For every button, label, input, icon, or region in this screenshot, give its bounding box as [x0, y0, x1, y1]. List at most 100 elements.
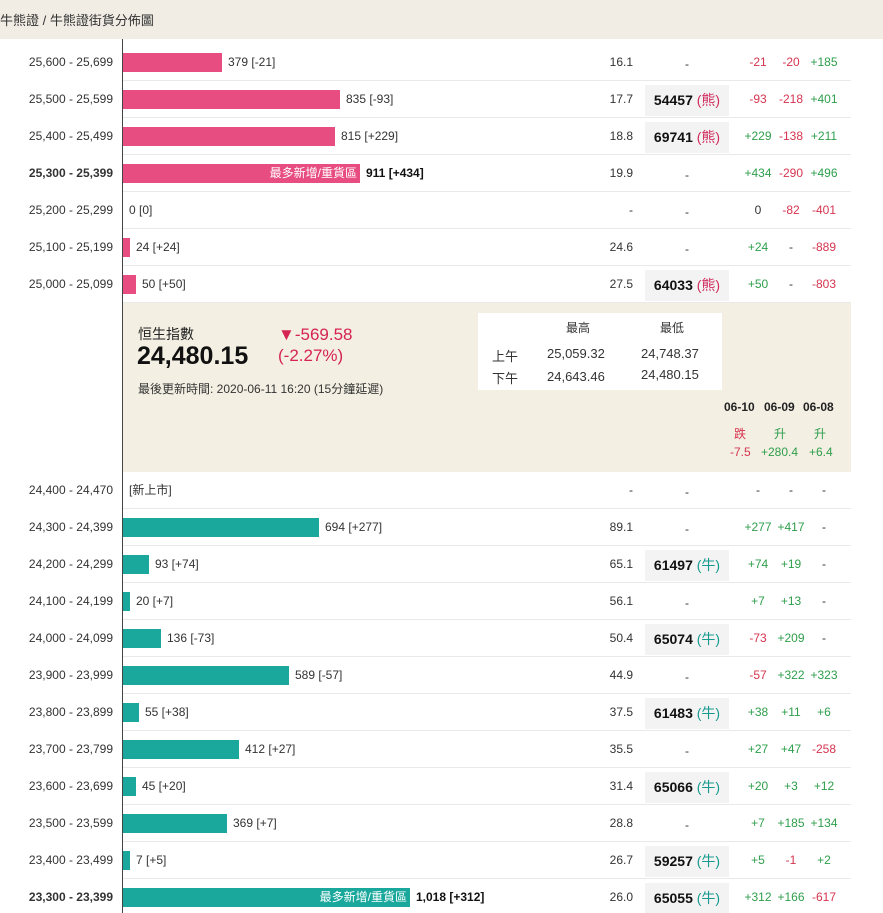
warrant-code-number[interactable]: 61497: [653, 557, 693, 573]
strike-range: 25,200 - 25,299: [28, 203, 113, 217]
warrant-type: (牛): [696, 705, 721, 721]
daily-change: -803: [811, 277, 837, 291]
warrant-code[interactable]: 59257 (牛): [645, 846, 729, 877]
outstanding-quantity: 369 [+7]: [233, 816, 277, 830]
heavy-zone-tag: 最多新增/重貨區: [319, 890, 407, 904]
strike-range: 25,100 - 25,199: [28, 240, 113, 254]
am-high: 25,059.32: [547, 346, 605, 361]
quantity-bar: [123, 703, 139, 722]
ratio-value: 26.0: [609, 890, 633, 904]
quantity-bar: 最多新增/重貨區: [123, 164, 360, 183]
daily-change: -: [789, 483, 793, 497]
daily-change: +211: [810, 129, 838, 143]
daily-change: +12: [813, 779, 835, 793]
warrant-code-empty: -: [685, 522, 689, 536]
daily-change: -82: [782, 203, 800, 217]
warrant-code: -: [645, 513, 729, 544]
warrant-code-number[interactable]: 61483: [653, 705, 693, 721]
warrant-code[interactable]: 69741 (熊): [645, 122, 729, 153]
daily-change: -889: [811, 240, 837, 254]
warrant-code: -: [645, 661, 729, 692]
daily-change: -20: [782, 55, 800, 69]
warrant-code-number[interactable]: 65055: [653, 890, 693, 906]
quantity-bar: [123, 238, 130, 257]
daily-change: -: [822, 483, 826, 497]
warrant-code-number[interactable]: 54457: [653, 92, 693, 108]
quantity-bar: [123, 53, 222, 72]
strike-range: 24,000 - 24,099: [28, 631, 113, 645]
quantity-bar: [123, 814, 227, 833]
warrant-code[interactable]: 65055 (牛): [645, 883, 729, 913]
warrant-code[interactable]: 54457 (熊): [645, 85, 729, 116]
daily-change: +3: [784, 779, 798, 793]
daily-change: +2: [817, 853, 831, 867]
strike-range: 24,200 - 24,299: [28, 557, 113, 571]
warrant-code-number[interactable]: 65066: [653, 779, 693, 795]
warrant-code-number[interactable]: 65074: [653, 631, 693, 647]
pm-label: 下午: [492, 371, 519, 386]
high-header: 最高: [566, 321, 591, 335]
daily-change: -258: [811, 742, 837, 756]
daily-change: +229: [744, 129, 772, 143]
warrant-code[interactable]: 65074 (牛): [645, 624, 729, 655]
quantity-bar: [123, 629, 161, 648]
row-separator: [123, 804, 851, 805]
daily-change: +13: [780, 594, 802, 608]
am-low: 24,748.37: [641, 346, 699, 361]
outstanding-quantity: 50 [+50]: [142, 277, 186, 291]
daily-change: +134: [810, 816, 838, 830]
daily-change: -73: [749, 631, 767, 645]
daily-change: -: [822, 594, 826, 608]
warrant-code[interactable]: 61497 (牛): [645, 550, 729, 581]
daily-change: -21: [749, 55, 767, 69]
row-separator: [123, 656, 851, 657]
strike-range: 23,500 - 23,599: [28, 816, 113, 830]
daily-change: -1: [785, 853, 797, 867]
breadcrumb[interactable]: 牛熊證 / 牛熊證街貨分佈圖: [0, 13, 154, 28]
row-separator: [123, 619, 851, 620]
daily-change: -57: [749, 668, 767, 682]
warrant-code-number[interactable]: 69741: [653, 129, 693, 145]
row-separator: [123, 582, 851, 583]
daily-change: -401: [811, 203, 837, 217]
ratio-value: 24.6: [609, 240, 633, 254]
row-separator: [123, 878, 851, 879]
daily-change: +27: [747, 742, 769, 756]
ratio-value: 65.1: [609, 557, 633, 571]
ratio-value: 28.8: [609, 816, 633, 830]
strike-range: 24,300 - 24,399: [28, 520, 113, 534]
table-row: 25,000 - 25,099 50 [+50] 27.5 64033 (熊) +50 -…: [0, 266, 883, 303]
ratio-value: -: [629, 203, 633, 217]
history-date: 06-09: [764, 400, 795, 414]
warrant-code[interactable]: 65066 (牛): [645, 772, 729, 803]
index-change-percent: (-2.27%): [278, 346, 344, 365]
ratio-value: 37.5: [609, 705, 633, 719]
warrant-code[interactable]: 64033 (熊): [645, 270, 729, 301]
ratio-value: 35.5: [609, 742, 633, 756]
quantity-bar: 最多新增/重貨區: [123, 888, 410, 907]
ratio-value: 27.5: [609, 277, 633, 291]
outstanding-quantity: 7 [+5]: [136, 853, 167, 867]
warrant-code-empty: -: [685, 242, 689, 256]
high-low-table: 最高 最低 上午 25,059.32 24,748.37 下午 24,643.4…: [478, 313, 722, 390]
warrant-code: -: [645, 735, 729, 766]
table-row: 25,600 - 25,699 379 [-21] 16.1 - -21 -20 +185: [0, 44, 883, 81]
row-separator: [123, 841, 851, 842]
warrant-code-number[interactable]: 59257: [653, 853, 693, 869]
warrant-code[interactable]: 61483 (牛): [645, 698, 729, 729]
outstanding-quantity: 136 [-73]: [167, 631, 215, 645]
warrant-code-number[interactable]: 64033: [653, 277, 693, 293]
strike-range: 23,400 - 23,499: [28, 853, 113, 867]
row-separator: [123, 508, 851, 509]
daily-change: +5: [751, 853, 765, 867]
outstanding-quantity: 589 [-57]: [295, 668, 343, 682]
warrant-code: -: [645, 159, 729, 190]
daily-change: +277: [744, 520, 772, 534]
update-time: 最後更新時間: 2020-06-11 16:20 (15分鐘延遲): [138, 382, 384, 396]
table-row: 24,300 - 24,399 694 [+277] 89.1 - +277 +417 -: [0, 509, 883, 546]
daily-change: +7: [751, 594, 765, 608]
warrant-code: -: [645, 587, 729, 618]
row-separator: [123, 767, 851, 768]
table-row: 25,400 - 25,499 815 [+229] 18.8 69741 (熊) +2…: [0, 118, 883, 155]
outstanding-quantity: 694 [+277]: [325, 520, 383, 534]
